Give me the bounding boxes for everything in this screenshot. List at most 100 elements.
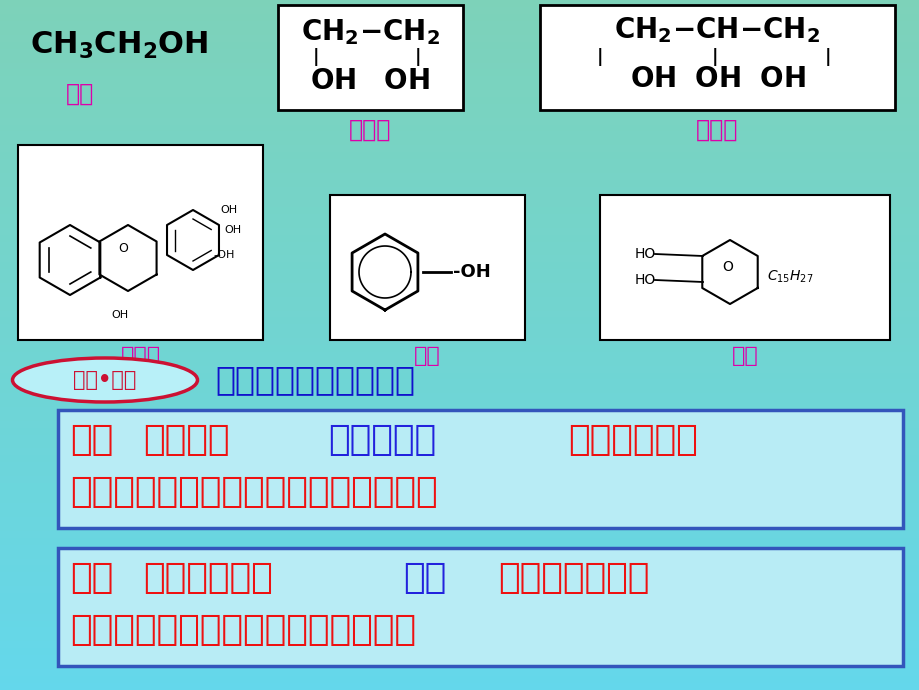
Bar	[0, 138, 919, 139]
Bar	[0, 418, 919, 419]
Bar	[0, 346, 919, 347]
Bar	[0, 408, 919, 409]
Bar	[0, 12, 919, 13]
Text: 漆酚: 漆酚	[731, 346, 757, 366]
Bar	[0, 330, 919, 331]
Text: |: |	[823, 48, 831, 66]
Bar	[0, 445, 919, 446]
Bar	[0, 267, 919, 268]
Bar	[0, 69, 919, 70]
Bar	[0, 157, 919, 158]
Bar	[0, 144, 919, 145]
Bar	[0, 13, 919, 14]
Bar	[0, 60, 919, 61]
Bar	[0, 402, 919, 403]
Bar	[0, 676, 919, 677]
Bar	[0, 366, 919, 367]
Bar	[0, 208, 919, 209]
Text: HO: HO	[634, 247, 655, 261]
Bar	[0, 306, 919, 307]
Bar	[0, 87, 919, 88]
Bar	[0, 156, 919, 157]
Bar	[0, 529, 919, 530]
Bar	[0, 8, 919, 9]
Bar	[0, 231, 919, 232]
Bar	[0, 430, 919, 431]
Bar	[0, 336, 919, 337]
Bar	[0, 178, 919, 179]
Bar	[0, 321, 919, 322]
Bar	[0, 481, 919, 482]
Bar	[0, 155, 919, 156]
Bar	[0, 207, 919, 208]
Bar	[0, 641, 919, 642]
Bar	[0, 686, 919, 687]
Bar	[0, 448, 919, 449]
Bar	[0, 531, 919, 532]
Bar	[0, 576, 919, 577]
Text: $\mathbf{CH_2{-}CH_2}$: $\mathbf{CH_2{-}CH_2}$	[301, 17, 439, 47]
Text: 酚：: 酚：	[70, 561, 113, 595]
Bar	[0, 393, 919, 394]
Bar	[0, 385, 919, 386]
Bar	[0, 629, 919, 630]
Text: 氢原子被羟基取代生成的有机化合物: 氢原子被羟基取代生成的有机化合物	[70, 613, 415, 647]
Bar	[0, 375, 919, 376]
Bar	[0, 552, 919, 553]
Bar	[0, 189, 919, 190]
Bar	[0, 127, 919, 128]
Bar	[0, 276, 919, 277]
Bar	[0, 269, 919, 270]
Bar	[0, 509, 919, 510]
Bar	[0, 365, 919, 366]
Text: $\mathbf{CH_3CH_2OH}$: $\mathbf{CH_3CH_2OH}$	[30, 30, 208, 61]
Bar	[0, 536, 919, 537]
Bar	[0, 305, 919, 306]
Bar	[0, 119, 919, 120]
Text: $\mathbf{OH \ \ \ OH}$: $\mathbf{OH \ \ \ OH}$	[310, 67, 430, 95]
Bar	[0, 26, 919, 27]
Bar	[0, 496, 919, 497]
Bar	[0, 272, 919, 273]
Bar	[0, 464, 919, 465]
Bar	[0, 55, 919, 56]
Bar	[0, 640, 919, 641]
Bar	[0, 227, 919, 228]
Bar	[0, 415, 919, 416]
Bar	[0, 243, 919, 244]
Bar	[0, 435, 919, 436]
Bar	[0, 614, 919, 615]
Bar	[0, 568, 919, 569]
Bar	[0, 632, 919, 633]
Bar	[0, 240, 919, 241]
Bar	[0, 30, 919, 31]
Bar	[0, 608, 919, 609]
Bar	[0, 612, 919, 613]
Bar	[0, 201, 919, 202]
Bar	[0, 433, 919, 434]
Bar	[0, 264, 919, 265]
Bar	[0, 584, 919, 585]
Bar	[0, 373, 919, 374]
Bar	[0, 132, 919, 133]
Bar	[0, 183, 919, 184]
Bar	[0, 555, 919, 556]
Bar	[0, 244, 919, 245]
Bar	[0, 579, 919, 580]
FancyBboxPatch shape	[58, 410, 902, 528]
Text: OH: OH	[111, 310, 129, 320]
Bar	[0, 185, 919, 186]
Text: O: O	[118, 241, 128, 255]
Bar	[0, 547, 919, 548]
Bar	[0, 633, 919, 634]
Bar	[0, 685, 919, 686]
Bar	[0, 618, 919, 619]
Bar	[0, 663, 919, 664]
Bar	[0, 485, 919, 486]
Bar	[0, 294, 919, 295]
Bar	[0, 565, 919, 566]
Bar	[0, 108, 919, 109]
Bar	[0, 585, 919, 586]
Bar	[0, 110, 919, 111]
Bar	[0, 141, 919, 142]
